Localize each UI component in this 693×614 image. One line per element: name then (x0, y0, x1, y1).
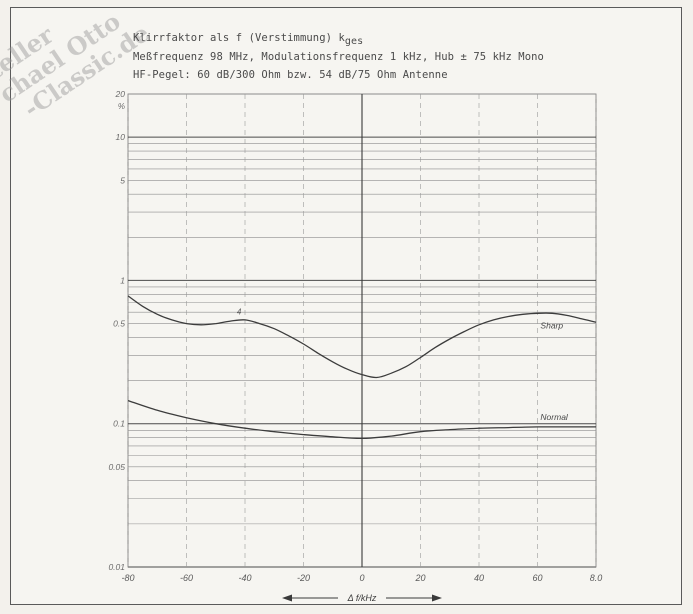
y-axis-label: % (118, 102, 125, 111)
measurement-conditions: Meßfrequenz 98 MHz, Modulationsfrequenz … (133, 51, 544, 63)
series-label-sharp: Sharp (540, 321, 563, 331)
x-tick-label: 60 (532, 573, 542, 583)
x-axis-arrowhead-left (282, 594, 292, 602)
x-tick-label: 20 (414, 573, 425, 583)
y-tick-label: 5 (120, 175, 125, 185)
x-tick-label: -20 (297, 573, 310, 583)
annotation-label: 4 (237, 307, 242, 316)
y-tick-label: 0.5 (113, 319, 125, 329)
chart-title-main: Klirrfaktor als f (Verstimmung) k (133, 32, 345, 44)
y-tick-label: 0.05 (108, 462, 125, 472)
x-tick-label: 40 (474, 573, 484, 583)
y-tick-label: 10 (116, 132, 126, 142)
x-axis-arrowhead-right (432, 594, 442, 602)
chart-frame (10, 7, 682, 605)
y-tick-label: 1 (120, 275, 125, 285)
x-tick-label: -40 (238, 573, 251, 583)
x-axis-label: Δ f/kHz (347, 593, 377, 603)
x-tick-label: 8.0 (590, 573, 603, 583)
x-tick-label: -60 (180, 573, 193, 583)
x-tick-label: 0 (359, 573, 364, 583)
x-tick-label: -80 (121, 573, 134, 583)
y-tick-label: 0.1 (113, 419, 125, 429)
series-line-normal (127, 399, 596, 440)
chart-title-subscript: ges (344, 36, 364, 48)
rf-level-conditions: HF-Pegel: 60 dB/300 Ohm bzw. 54 dB/75 Oh… (133, 69, 448, 81)
series-line-sharp (127, 295, 597, 379)
chart-title: Klirrfaktor als f (Verstimmung) kges (133, 32, 363, 47)
y-tick-label: 20 (115, 89, 126, 99)
series-label-normal: Normal (540, 412, 569, 422)
y-tick-label: 0.01 (108, 562, 125, 572)
